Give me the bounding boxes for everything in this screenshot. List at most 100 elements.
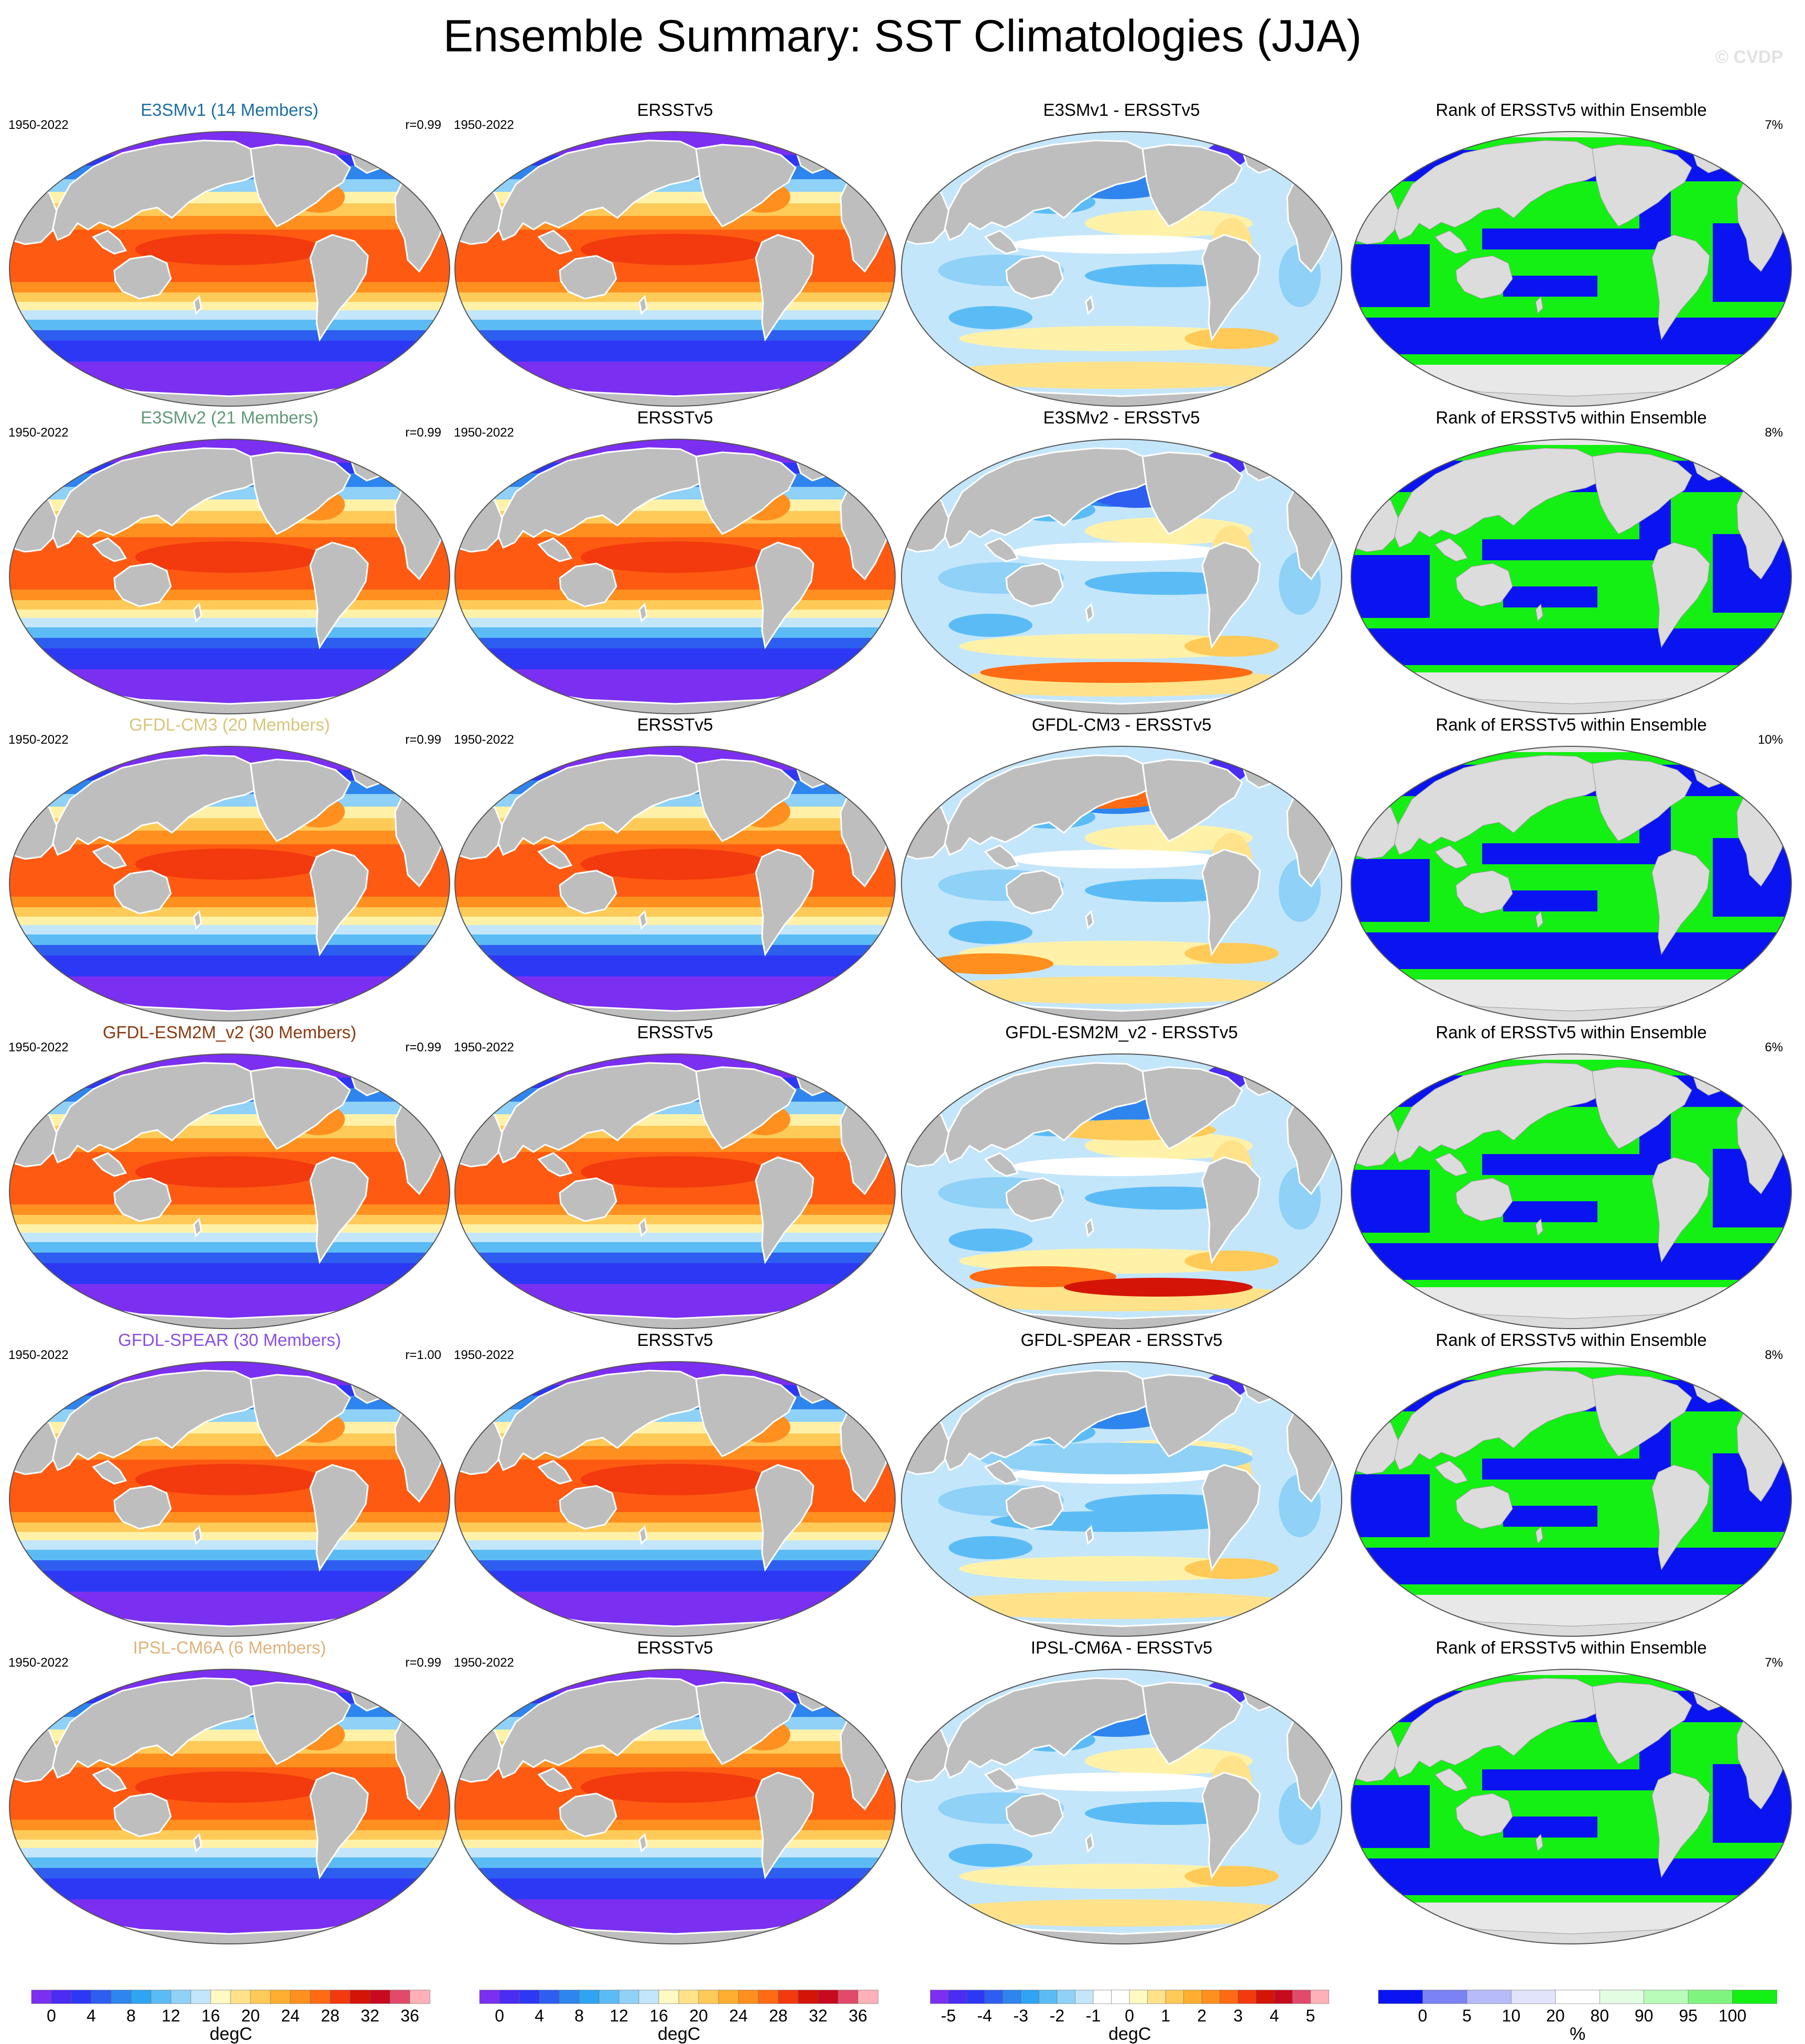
colorbar-swatch [330,1989,351,2004]
land-australia [113,1177,172,1222]
rank-low-area [1351,1170,1430,1233]
land-australia [1005,1177,1064,1222]
sst-contour-band [9,341,450,362]
sst-contour-band [9,1840,450,1848]
land-asia_se [537,537,573,562]
rank-low-area [1482,843,1655,864]
rank-low-area [1351,1785,1430,1848]
sst-contour-band [9,610,450,618]
land-nz [1535,603,1543,622]
land-namerica [1141,1066,1243,1150]
land-australia [1455,1793,1513,1837]
rank-percent-label: 6% [1765,1040,1783,1054]
sst-contour-band [9,1242,450,1253]
land-namerica [249,758,351,842]
colorbar-tick-label: 28 [321,2006,340,2025]
rank-title: Rank of ERSSTv5 within Ensemble [1436,1023,1707,1042]
colorbar-swatch [409,1989,430,2004]
colorbar-swatch [1732,1989,1777,2004]
land-asia_se [1434,230,1468,254]
pattern-correlation-label: r=0.99 [405,426,441,440]
sst-contour-band [455,925,895,934]
land-australia [559,1485,617,1530]
sst-contour-band [455,330,895,341]
rank-map [1350,1053,1792,1329]
pattern-correlation-label: r=0.99 [405,1656,441,1670]
watermark: © CVDP [1715,47,1783,67]
land-australia [1005,1792,1064,1838]
diff-panel: E3SMv2 - ERSSTv5 [896,407,1347,714]
rank-low-area [1503,1506,1597,1527]
land-asia_se [537,1152,573,1177]
sst-contour-band [455,1560,895,1571]
period-label: 1950-2022 [8,1348,69,1362]
period-label: 1950-2022 [454,118,514,132]
model-title: GFDL-SPEAR (30 Members) [118,1330,341,1350]
sst-contour-band [9,1523,450,1532]
land-eurasia [941,1369,1153,1472]
land-nz [1535,1833,1543,1852]
land-australia [1005,562,1064,607]
sst-contour-band [455,934,895,945]
land-nz [1535,296,1543,314]
colorbar-swatch [1466,1989,1512,2004]
colorbar: 0 4 8 12 16 20 24 28 32 36 degC [477,1989,880,2043]
colorbar-swatch [798,1989,819,2004]
sst-obs-map [454,1361,896,1637]
land-nz [1535,1526,1543,1545]
colorbar-swatch [210,1989,231,2004]
sst-contour-band [455,1820,895,1830]
colorbar-swatch [1644,1989,1689,2004]
sst-contour-band [455,341,895,362]
obs-title: ERSSTv5 [637,100,713,119]
warm-pool [135,234,324,265]
sst-contour-band [9,1571,450,1592]
sst-contour-band [9,1540,450,1550]
diff-anomaly [1012,850,1221,868]
rank-masked-area [1351,439,1791,445]
sst-contour-band [455,638,895,648]
colorbar-tick-label: 0 [47,2006,56,2025]
colorbar-swatch [1422,1989,1467,2004]
sst-contour-band [455,292,895,302]
sst-model-panel: E3SMv1 (14 Members) 1950-2022 r=0.99 [4,100,455,407]
colorbar-tick-label: 4 [86,2006,96,2025]
sst-obs-map [454,131,896,407]
sst-obs-panel: ERSSTv5 1950-2022 [450,714,900,1021]
colorbar-swatch [1378,1989,1423,2004]
colorbar-swatch [984,1989,1003,2004]
land-samerica [1651,542,1710,648]
colorbar-swatch [618,1989,639,2004]
colorbar-tick-label: -3 [1013,2006,1028,2025]
sst-contour-band [455,1840,895,1848]
colorbar-tick-label: -4 [977,2006,992,2025]
land-namerica [249,451,351,535]
land-australia [1455,1485,1513,1529]
obs-title: ERSSTv5 [637,408,713,427]
rank-low-area [1503,276,1597,297]
map-outline [900,1053,1343,1329]
colorbar-tick-label: 8 [126,2006,136,2025]
colorbar-tick-label: 10 [1502,2006,1521,2025]
sst-contour-band [455,627,895,638]
period-label: 1950-2022 [8,1040,69,1054]
land-asia_se [92,537,127,562]
sst-contour-band [455,1848,895,1857]
land-eurasia [941,754,1153,856]
colorbar-swatch [479,1989,500,2004]
sst-contour-band [9,945,450,955]
obs-title: ERSSTv5 [637,1330,713,1350]
rank-low-area [1351,1858,1791,1895]
map-outline [1350,1361,1792,1637]
map-outline [8,1669,451,1944]
colorbar-tick-label: 5 [1462,2006,1472,2025]
rank-low-area [1351,318,1791,354]
colorbar-tick-label: 1 [1161,2006,1170,2025]
land-namerica [1141,758,1243,842]
pattern-correlation-label: r=1.00 [405,1348,441,1362]
diff-title: IPSL-CM6A - ERSSTv5 [1030,1638,1213,1657]
sst-model-panel: E3SMv2 (21 Members) 1950-2022 r=0.99 [4,407,455,714]
colorbar-swatch [1183,1989,1202,2004]
land-eurasia [49,139,261,242]
land-nz [1535,910,1543,929]
